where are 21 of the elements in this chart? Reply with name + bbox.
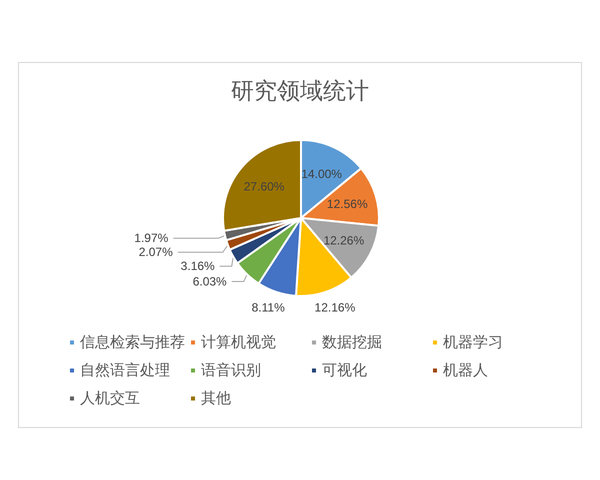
legend-label: 人机交互	[80, 390, 140, 407]
legend-label: 可视化	[322, 362, 367, 379]
legend-label: 语音识别	[201, 362, 261, 379]
legend-label: 机器学习	[443, 334, 503, 351]
data-label: 12.16%	[314, 300, 356, 314]
data-label: 6.03%	[192, 274, 228, 289]
data-label: 27.60%	[244, 180, 285, 194]
data-label: 12.56%	[326, 196, 368, 211]
data-label: 3.16%	[180, 259, 216, 274]
legend-label: 其他	[201, 390, 231, 407]
legend-label: 自然语言处理	[80, 362, 170, 379]
legend-label: 数据挖掘	[322, 334, 382, 351]
data-label: 14.00%	[301, 167, 342, 182]
data-label: 2.07%	[138, 245, 174, 260]
chart-title: 研究领域统计	[231, 78, 369, 104]
legend-label: 信息检索与推荐	[80, 334, 185, 351]
data-label: 8.11%	[252, 300, 286, 314]
data-label: 1.97%	[134, 231, 169, 246]
data-label: 12.26%	[323, 234, 364, 248]
legend-label: 机器人	[443, 362, 488, 379]
legend-label: 计算机视觉	[201, 334, 276, 351]
